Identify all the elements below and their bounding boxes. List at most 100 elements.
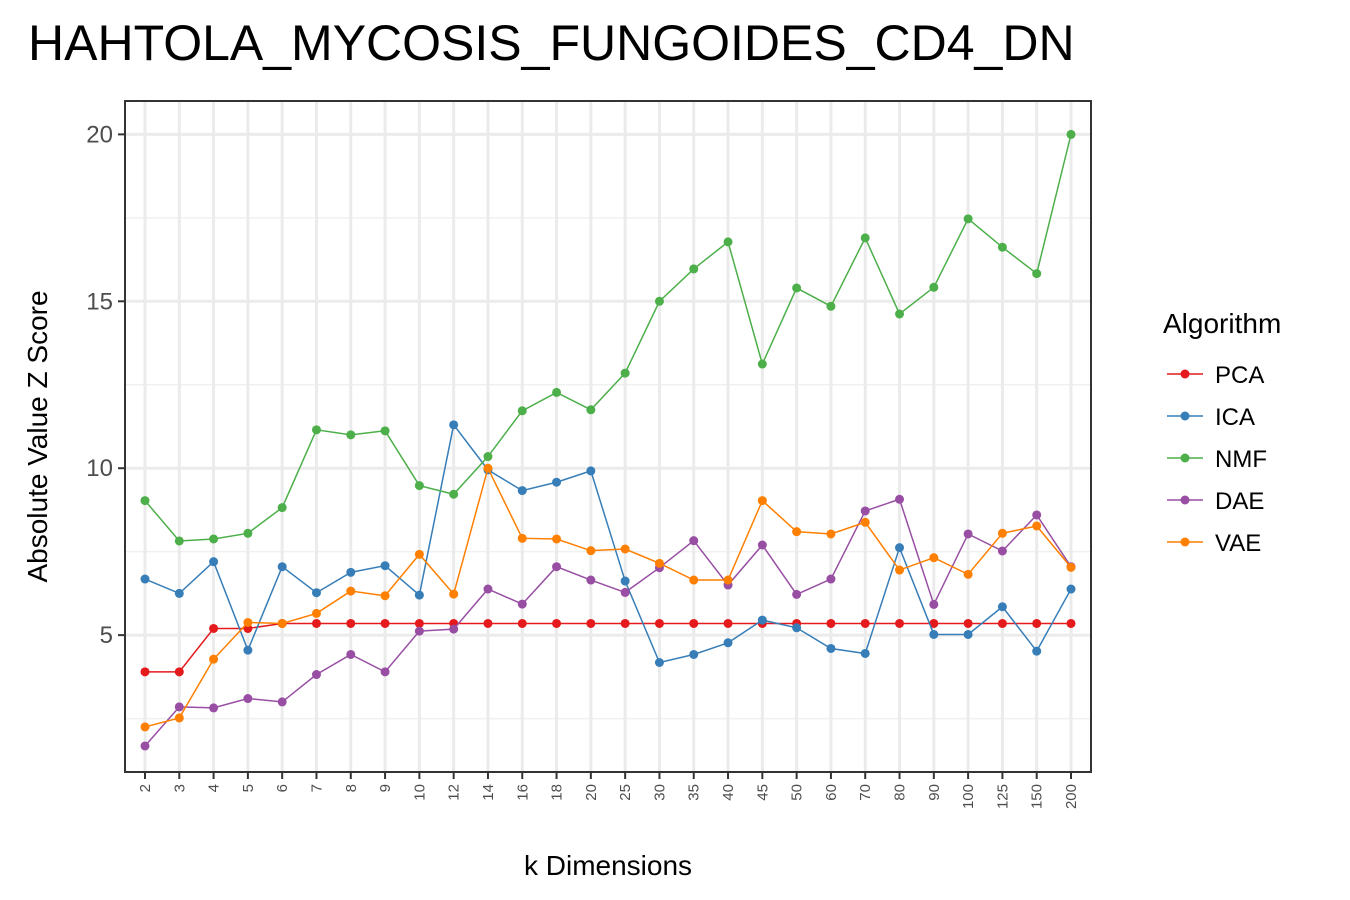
series-nmf — [140, 129, 1076, 546]
data-point-vae — [380, 591, 390, 601]
data-point-dae — [929, 599, 939, 609]
data-point-pca — [586, 618, 596, 628]
data-point-ica — [792, 623, 802, 633]
data-point-nmf — [277, 503, 287, 513]
data-point-ica — [689, 649, 699, 659]
data-point-nmf — [620, 368, 630, 378]
x-tick-label: 9 — [377, 784, 394, 792]
data-point-ica — [860, 648, 870, 658]
x-tick-label: 35 — [686, 784, 703, 801]
x-tick-label: 40 — [720, 784, 737, 801]
y-axis: 5 10 15 20 — [86, 121, 125, 649]
series-dae — [140, 494, 1076, 751]
legend-item-pca: PCA — [1167, 362, 1264, 389]
data-point-nmf — [860, 233, 870, 243]
data-point-ica — [1032, 646, 1042, 656]
x-tick-label: 60 — [823, 784, 840, 801]
legend-item-nmf: NMF — [1167, 446, 1267, 473]
data-point-vae — [895, 565, 905, 575]
chart-title: HAHTOLA_MYCOSIS_FUNGOIDES_CD4_DN — [28, 15, 1075, 71]
y-tick-label: 10 — [86, 455, 113, 482]
data-point-vae — [586, 546, 596, 556]
y-tick-label: 20 — [86, 121, 113, 148]
data-point-nmf — [380, 426, 390, 436]
data-point-dae — [997, 546, 1007, 556]
data-point-pca — [929, 618, 939, 628]
legend-label: PCA — [1215, 362, 1264, 389]
data-point-ica — [620, 576, 630, 586]
data-point-dae — [483, 584, 493, 594]
data-point-ica — [449, 420, 459, 430]
data-point-pca — [311, 618, 321, 628]
data-point-vae — [654, 558, 664, 568]
grid — [125, 101, 1091, 772]
data-point-nmf — [1066, 129, 1076, 139]
data-point-nmf — [826, 301, 836, 311]
data-point-pca — [826, 618, 836, 628]
data-point-dae — [311, 670, 321, 680]
x-tick-label: 100 — [960, 784, 977, 809]
data-point-nmf — [483, 452, 493, 462]
data-point-pca — [483, 618, 493, 628]
x-axis-title: k Dimensions — [524, 850, 692, 881]
data-point-dae — [449, 624, 459, 634]
x-tick-label: 12 — [446, 784, 463, 801]
data-point-pca — [723, 618, 733, 628]
data-point-vae — [483, 463, 493, 473]
data-point-vae — [860, 517, 870, 527]
data-point-nmf — [757, 359, 767, 369]
legend-key-point — [1180, 411, 1190, 421]
data-point-pca — [689, 618, 699, 628]
data-point-ica — [1066, 584, 1076, 594]
data-point-ica — [243, 645, 253, 655]
legend-key-point — [1180, 369, 1190, 379]
x-tick-label: 16 — [514, 784, 531, 801]
data-point-vae — [792, 527, 802, 537]
x-tick-label: 200 — [1063, 784, 1080, 809]
data-point-ica — [140, 574, 150, 584]
data-point-pca — [346, 618, 356, 628]
data-point-nmf — [895, 309, 905, 319]
data-point-nmf — [209, 534, 219, 544]
legend-label: VAE — [1215, 530, 1261, 557]
data-point-dae — [792, 589, 802, 599]
x-tick-label: 70 — [857, 784, 874, 801]
data-point-vae — [449, 589, 459, 599]
legend-key-point — [1180, 495, 1190, 505]
panel-background — [125, 101, 1091, 772]
data-point-vae — [826, 529, 836, 539]
data-point-nmf — [1032, 269, 1042, 279]
x-tick-label: 6 — [274, 784, 291, 792]
data-point-vae — [757, 496, 767, 506]
x-tick-label: 3 — [171, 784, 188, 792]
data-point-pca — [860, 618, 870, 628]
legend-item-vae: VAE — [1167, 530, 1261, 557]
legend-label: ICA — [1215, 404, 1255, 431]
data-point-ica — [277, 562, 287, 572]
x-tick-label: 20 — [583, 784, 600, 801]
data-point-pca — [414, 618, 424, 628]
series-layer — [140, 129, 1076, 751]
data-point-vae — [346, 586, 356, 596]
data-point-vae — [140, 722, 150, 732]
y-axis-title: Absolute Value Z Score — [22, 290, 53, 582]
data-point-nmf — [963, 214, 973, 224]
data-point-nmf — [654, 296, 664, 306]
x-tick-label: 25 — [617, 784, 634, 801]
y-tick-label: 15 — [86, 288, 113, 315]
data-point-pca — [517, 618, 527, 628]
legend-item-dae: DAE — [1167, 488, 1264, 515]
data-point-pca — [380, 618, 390, 628]
data-point-dae — [620, 587, 630, 597]
y-tick-label: 5 — [100, 622, 113, 649]
data-point-nmf — [517, 406, 527, 416]
data-point-ica — [723, 638, 733, 648]
data-point-pca — [140, 667, 150, 677]
data-point-vae — [174, 713, 184, 723]
data-point-vae — [552, 534, 562, 544]
data-point-vae — [243, 617, 253, 627]
data-point-vae — [620, 544, 630, 554]
data-point-ica — [586, 466, 596, 476]
data-point-dae — [414, 626, 424, 636]
